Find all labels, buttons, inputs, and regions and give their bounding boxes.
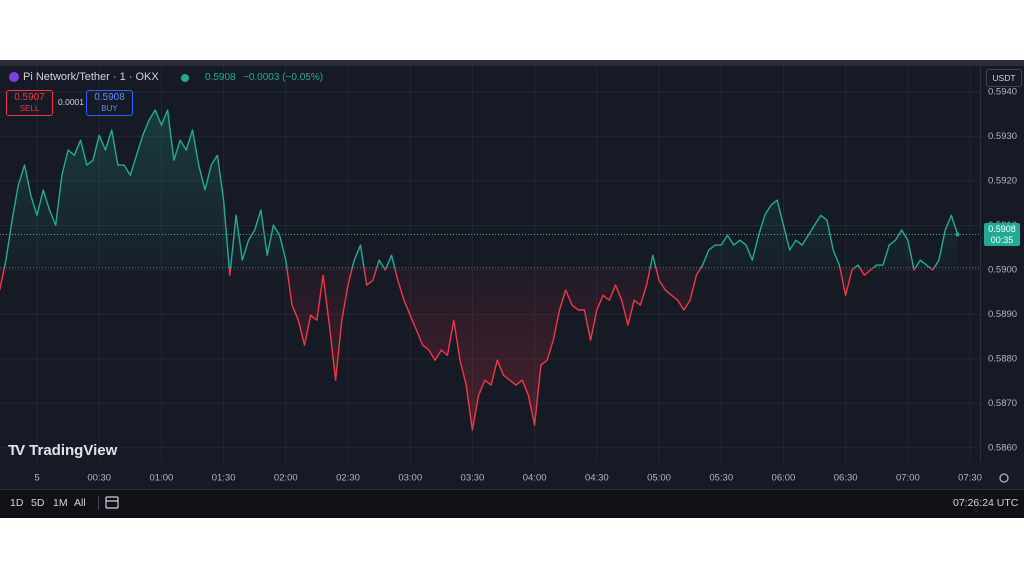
x-tick-label: 03:30 xyxy=(461,473,485,484)
x-tick-label: 01:30 xyxy=(212,473,236,484)
watermark-text: TradingView xyxy=(29,442,118,459)
buy-button[interactable]: 0.5908 BUY xyxy=(86,90,133,116)
x-tick-label: 02:00 xyxy=(274,473,298,484)
range-button[interactable]: 5D xyxy=(31,497,45,509)
bottom-toolbar xyxy=(0,490,1024,518)
y-tick-label: 0.5930 xyxy=(988,131,1017,142)
clock: 07:26:24 UTC xyxy=(953,497,1019,509)
calendar-icon[interactable] xyxy=(105,496,119,509)
last-price-dot xyxy=(955,232,960,237)
header-change: −0.0003 (−0.05%) xyxy=(243,72,324,83)
x-tick-label: 02:30 xyxy=(336,473,360,484)
x-tick-label: 06:00 xyxy=(772,473,796,484)
spread: 0.0001 xyxy=(58,97,84,107)
buy-label: BUY xyxy=(101,104,118,113)
price-line xyxy=(0,109,959,431)
top-strip xyxy=(0,60,1024,66)
price-tag-price: 0.5908 xyxy=(988,223,1016,234)
buy-price: 0.5908 xyxy=(94,92,125,103)
currency-button[interactable]: USDT xyxy=(986,69,1022,87)
market-status-dot xyxy=(181,74,189,82)
x-tick-label: 07:00 xyxy=(896,473,920,484)
y-tick-label: 0.5860 xyxy=(988,442,1017,453)
settings-icon[interactable] xyxy=(999,473,1009,483)
x-tick-label: 03:00 xyxy=(398,473,422,484)
range-button[interactable]: 1M xyxy=(53,497,68,509)
y-tick-label: 0.5890 xyxy=(988,309,1017,320)
x-tick-label: 05:00 xyxy=(647,473,671,484)
x-tick-label: 00:30 xyxy=(87,473,111,484)
header-price: 0.5908 xyxy=(205,72,236,83)
x-tick-label: 04:30 xyxy=(585,473,609,484)
y-tick-label: 0.5880 xyxy=(988,353,1017,364)
sell-price: 0.5907 xyxy=(14,92,45,103)
x-tick-label: 5 xyxy=(34,473,39,484)
x-tick-label: 05:30 xyxy=(709,473,733,484)
price-tag: 0.5908 00:35 xyxy=(984,222,1020,246)
price-tag-countdown: 00:35 xyxy=(990,234,1014,245)
symbol-logo xyxy=(9,72,19,82)
x-tick-label: 07:30 xyxy=(958,473,982,484)
y-tick-label: 0.5940 xyxy=(988,87,1017,98)
y-tick-label: 0.5900 xyxy=(988,265,1017,276)
watermark: TV TradingView xyxy=(8,442,117,459)
range-button[interactable]: 1D xyxy=(10,497,24,509)
range-button[interactable]: All xyxy=(74,497,86,509)
y-tick-label: 0.5870 xyxy=(988,398,1017,409)
symbol-title: Pi Network/Tether · 1 · OKX xyxy=(23,71,159,83)
sell-label: SELL xyxy=(19,104,40,113)
y-tick-label: 0.5920 xyxy=(988,176,1017,187)
x-tick-label: 06:30 xyxy=(834,473,858,484)
sell-button[interactable]: 0.5907 SELL xyxy=(6,90,53,116)
baseline-area xyxy=(0,110,958,430)
watermark-logo: TV xyxy=(8,442,25,459)
x-tick-label: 04:00 xyxy=(523,473,547,484)
x-tick-label: 01:00 xyxy=(150,473,174,484)
